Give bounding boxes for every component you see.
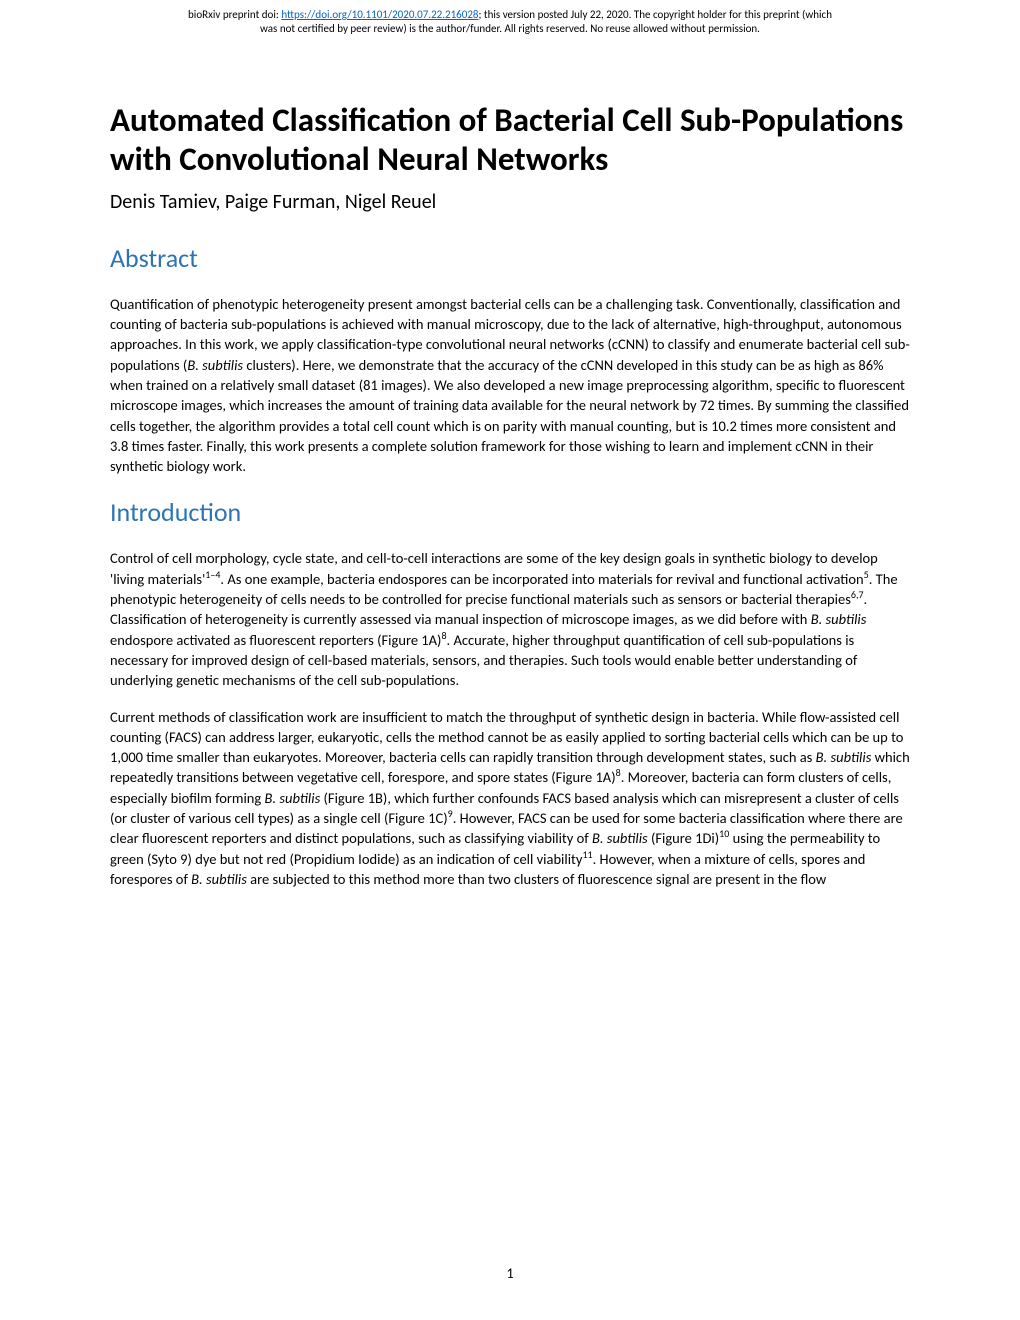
intro-p2-f: (Figure 1Di) <box>648 829 719 847</box>
intro-p2-a: Current methods of classification work a… <box>110 708 903 767</box>
citation-ref: 1–4 <box>205 568 220 581</box>
preprint-prefix: bioRxiv preprint doi: <box>188 8 281 21</box>
intro-p2-i: are subjected to this method more than t… <box>247 870 826 888</box>
preprint-line2: was not certified by peer review) is the… <box>260 22 760 35</box>
species-name: B. subtilis <box>191 870 247 888</box>
preprint-banner: bioRxiv preprint doi: https://doi.org/10… <box>0 0 1020 41</box>
page-number: 1 <box>0 1264 1020 1282</box>
intro-paragraph-1: Control of cell morphology, cycle state,… <box>110 548 910 690</box>
species-name: B. subtilis <box>811 610 867 628</box>
citation-ref: 11 <box>582 848 592 861</box>
citation-ref: 6,7 <box>851 588 864 601</box>
doi-link[interactable]: https://doi.org/10.1101/2020.07.22.21602… <box>281 8 478 21</box>
intro-p1-e: endospore activated as fluorescent repor… <box>110 631 441 649</box>
paper-title: Automated Classification of Bacterial Ce… <box>110 101 910 180</box>
abstract-text-a: Quantification of phenotypic heterogenei… <box>110 295 910 475</box>
species-name: B. subtilis <box>592 829 648 847</box>
author-list: Denis Tamiev, Paige Furman, Nigel Reuel <box>110 190 910 214</box>
intro-paragraph-2: Current methods of classification work a… <box>110 707 910 890</box>
species-name: B. subtilis <box>816 748 872 766</box>
preprint-suffix1: ; this version posted July 22, 2020. The… <box>478 8 832 21</box>
citation-ref: 10 <box>719 827 729 840</box>
intro-p1-b: . As one example, bacteria endospores ca… <box>220 570 863 588</box>
introduction-heading: Introduction <box>110 496 910 528</box>
abstract-paragraph: Quantification of phenotypic heterogenei… <box>110 294 910 477</box>
abstract-heading: Abstract <box>110 242 910 274</box>
species-name: B. subtilis <box>265 789 321 807</box>
page-content: Automated Classification of Bacterial Ce… <box>0 41 1020 890</box>
